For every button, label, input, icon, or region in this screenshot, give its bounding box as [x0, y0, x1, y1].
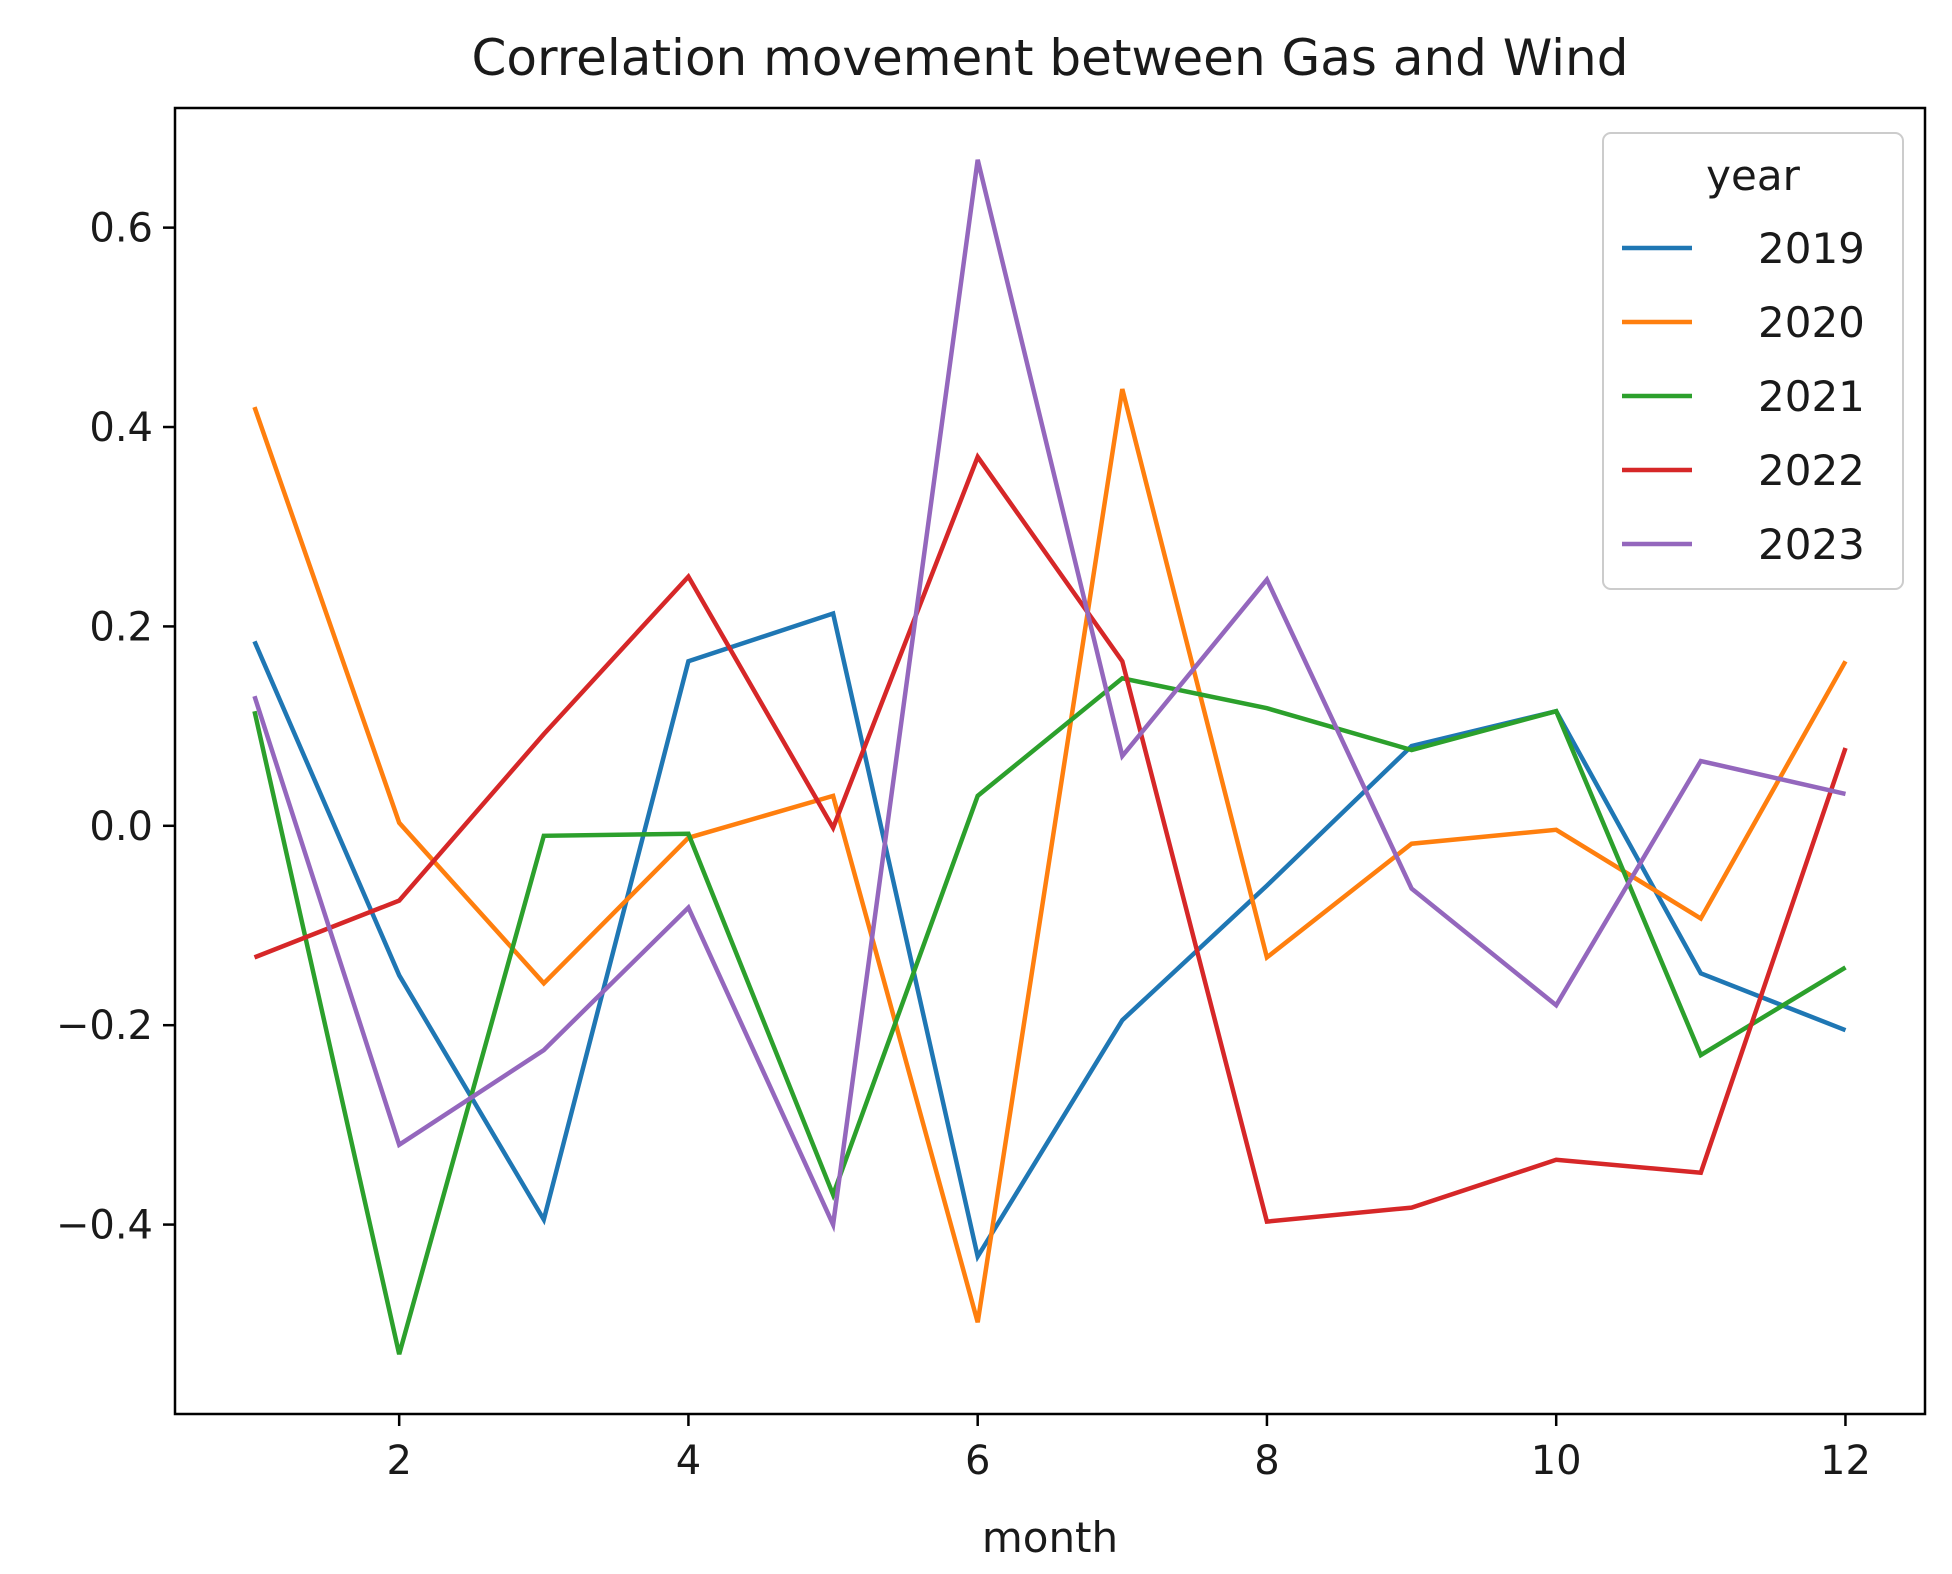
y-axis-ticks: −0.4 −0.2 0.0 0.2 0.4 0.6: [56, 206, 175, 1249]
series-line-2019: [252, 610, 1847, 1263]
y-tick-label: 0.6: [89, 206, 153, 252]
y-tick-label: 0.2: [89, 604, 153, 650]
series-line-2021: [252, 675, 1847, 1355]
y-tick-label: −0.2: [56, 1003, 153, 1049]
x-tick-label: 2: [386, 1438, 411, 1484]
legend-entries: 2019 2020 2021 2022 2023: [1622, 224, 1865, 569]
series-line-2023: [252, 159, 1846, 1233]
x-tick-label: 6: [965, 1438, 990, 1484]
y-tick-label: 0.4: [89, 405, 153, 451]
x-tick-label: 12: [1820, 1438, 1871, 1484]
y-tick-label: 0.0: [89, 804, 153, 850]
y-tick-label: −0.4: [56, 1203, 153, 1249]
legend: year 2019 2020 2021 2022 2023: [1602, 132, 1904, 590]
x-tick-label: 10: [1531, 1438, 1582, 1484]
legend-label: 2020: [1758, 298, 1865, 347]
series-line-2022: [253, 452, 1848, 1225]
x-axis-label: month: [982, 1513, 1118, 1562]
plot-area-frame: [173, 106, 1927, 1416]
legend-label: 2022: [1758, 446, 1865, 495]
x-axis-ticks: 2 4 6 8 10 12: [386, 1414, 1871, 1484]
legend-title: year: [1706, 151, 1800, 200]
chart-title: Correlation movement between Gas and Win…: [472, 29, 1629, 87]
legend-label: 2019: [1758, 224, 1865, 273]
series-lines: [252, 159, 1848, 1355]
x-tick-label: 4: [676, 1438, 701, 1484]
legend-label: 2023: [1758, 520, 1865, 569]
series-line-2020: [252, 388, 1848, 1323]
x-tick-label: 8: [1254, 1438, 1279, 1484]
legend-label: 2021: [1758, 372, 1865, 421]
